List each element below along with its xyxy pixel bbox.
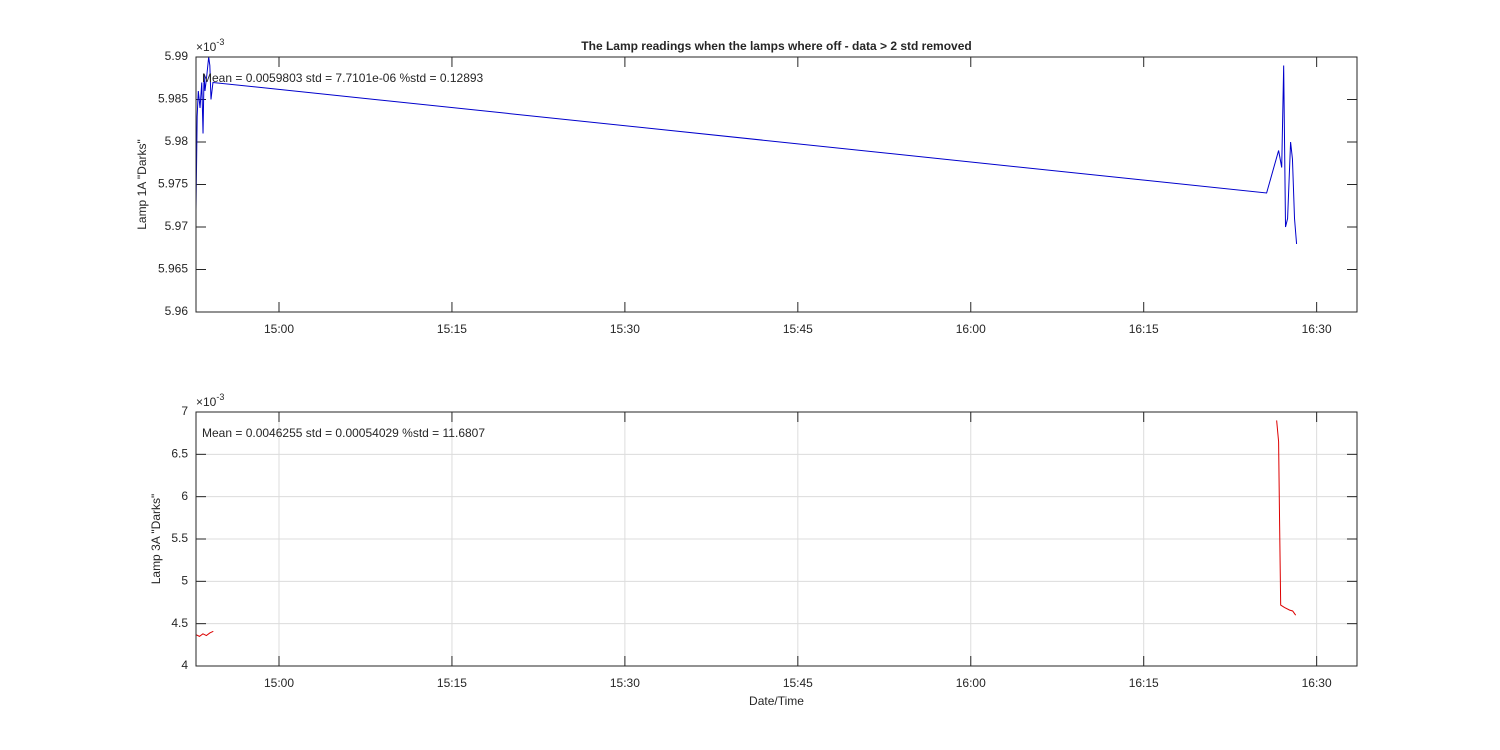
axis-exponent: ×10-3: [196, 37, 224, 54]
x-tick-label: 15:45: [783, 676, 813, 690]
annotation: Mean = 0.0059803 std = 7.7101e-06 %std =…: [202, 71, 484, 85]
exponent-power: -3: [216, 392, 224, 402]
axes-background: [196, 57, 1357, 312]
x-tick-label: 16:00: [956, 676, 986, 690]
y-tick-label: 5.97: [165, 219, 189, 233]
x-tick-label: 15:30: [610, 322, 640, 336]
x-tick-label: 16:15: [1129, 322, 1159, 336]
x-tick-label: 16:00: [956, 322, 986, 336]
axes-box: [195, 56, 1358, 313]
y-axis-label: Lamp 1A "Darks": [135, 139, 149, 230]
y-tick-label: 5.98: [165, 134, 189, 148]
data-line: [195, 56, 1298, 245]
chart-title: The Lamp readings when the lamps where o…: [581, 39, 971, 53]
x-tick-label: 15:00: [264, 322, 294, 336]
axis-exponent: ×10-3: [196, 392, 224, 409]
y-tick-label: 7: [181, 404, 188, 418]
data-line: [195, 420, 1297, 637]
x-tick-label: 16:30: [1302, 676, 1332, 690]
x-tick-label: 15:00: [264, 676, 294, 690]
x-tick-label: 16:30: [1302, 322, 1332, 336]
x-tick-label: 16:15: [1129, 676, 1159, 690]
y-tick-label: 5: [181, 574, 188, 588]
y-tick-label: 4: [181, 658, 188, 672]
y-axis-label: Lamp 3A "Darks": [149, 494, 163, 585]
y-tick-label: 5.965: [158, 262, 188, 276]
axes-box: [195, 411, 1358, 667]
y-tick-label: 5.985: [158, 92, 188, 106]
x-tick-label: 15:15: [437, 322, 467, 336]
y-tick-label: 5.99: [165, 49, 189, 63]
x-tick-label: 15:15: [437, 676, 467, 690]
y-tick-label: 5.5: [171, 531, 188, 545]
x-axis-label: Date/Time: [749, 694, 804, 708]
y-tick-label: 5.96: [165, 304, 189, 318]
x-tick-label: 15:45: [783, 322, 813, 336]
y-tick-label: 6: [181, 489, 188, 503]
exponent-base: ×10: [196, 40, 217, 54]
y-tick-label: 4.5: [171, 616, 188, 630]
annotation: Mean = 0.0046255 std = 0.00054029 %std =…: [202, 426, 485, 440]
y-tick-label: 6.5: [171, 447, 188, 461]
exponent-power: -3: [216, 37, 224, 47]
x-tick-label: 15:30: [610, 676, 640, 690]
y-tick-label: 5.975: [158, 177, 188, 191]
exponent-base: ×10: [196, 395, 217, 409]
